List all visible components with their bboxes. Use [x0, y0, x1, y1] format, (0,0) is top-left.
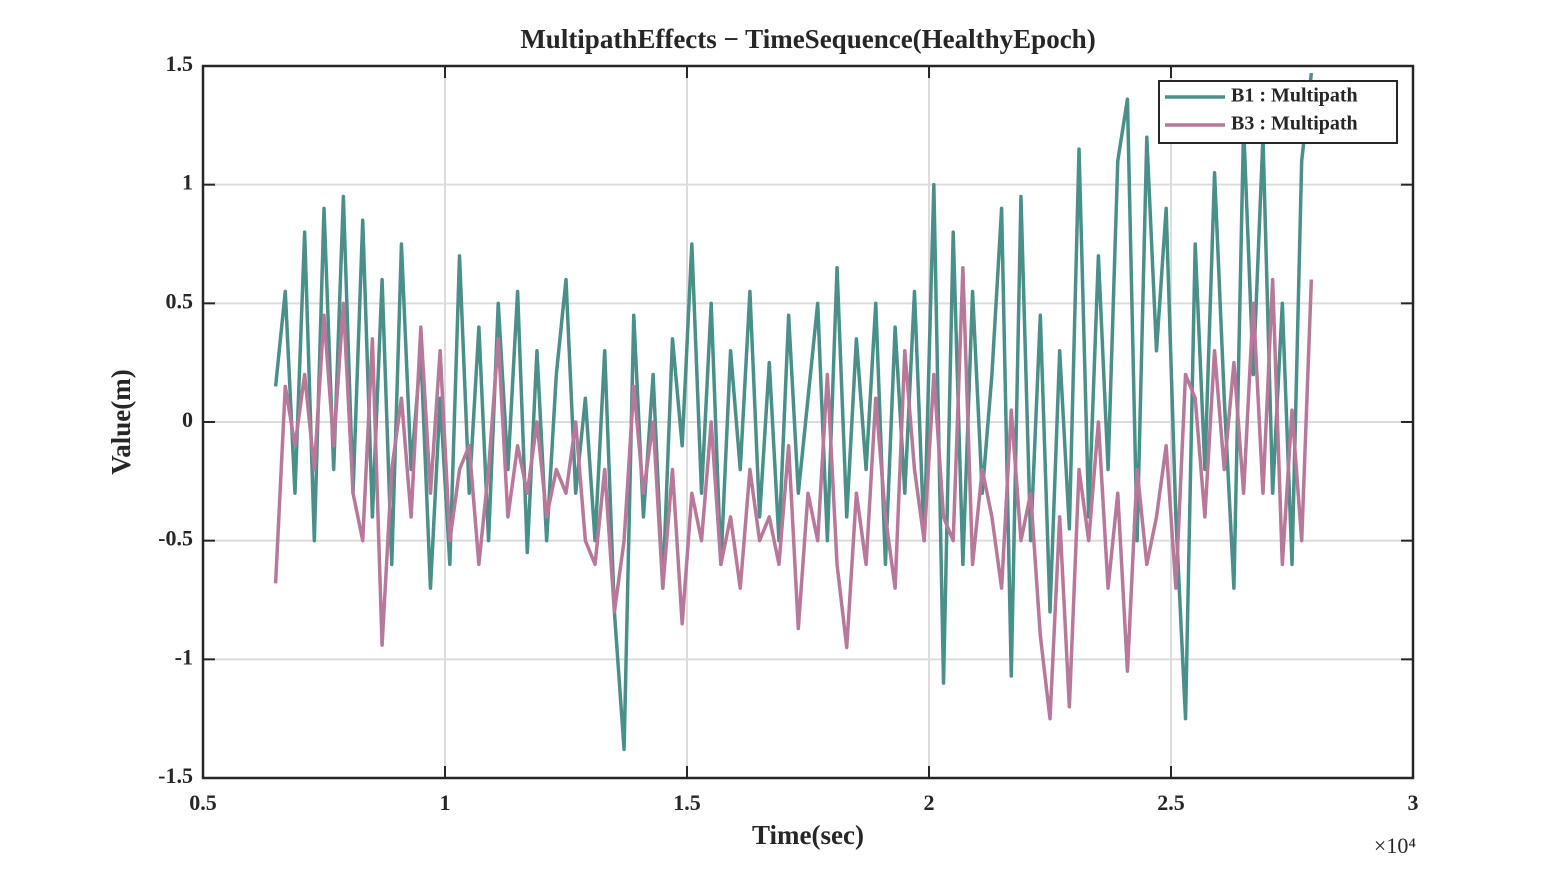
legend-label: B1 : Multipath	[1231, 85, 1358, 107]
y-tick-label: 0	[182, 407, 193, 432]
x-tick-label: 2.5	[1157, 790, 1185, 815]
plot-frame	[201, 64, 1415, 780]
data-line	[273, 265, 1314, 721]
y-tick-label: -1	[175, 644, 193, 669]
y-tick-label: -1.5	[158, 763, 193, 788]
y-tick-label: 1.5	[166, 51, 194, 76]
y-tick-label: 1	[182, 170, 193, 195]
x-multiplier: ×10⁴	[1374, 833, 1416, 858]
chart-title: MultipathEffects − TimeSequence(HealthyE…	[520, 24, 1095, 54]
legend-box	[1158, 80, 1398, 144]
x-tick-label: 2	[924, 790, 935, 815]
y-tick-label: 0.5	[166, 288, 194, 313]
y-tick-label: -0.5	[158, 526, 193, 551]
x-tick-label: 0.5	[189, 790, 217, 815]
legend-label: B3 : Multipath	[1231, 113, 1358, 135]
x-tick-label: 1.5	[673, 790, 701, 815]
x-tick-label: 1	[440, 790, 451, 815]
y-axis-label: Value(m)	[106, 369, 136, 475]
x-axis-label: Time(sec)	[752, 820, 864, 850]
x-tick-label: 3	[1408, 790, 1419, 815]
